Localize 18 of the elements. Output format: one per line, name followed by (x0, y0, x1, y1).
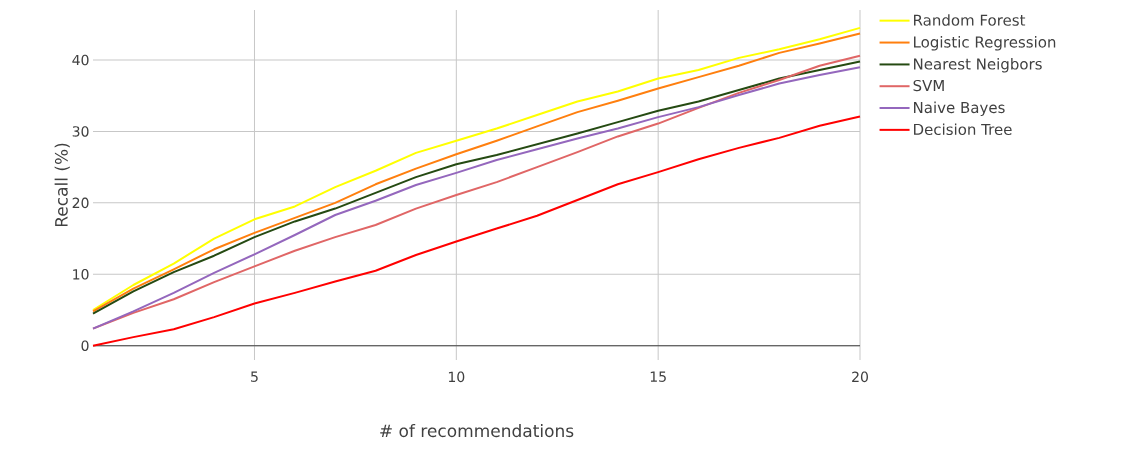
legend-label: Decision Tree (914, 123, 1012, 136)
x-tick-label: 5 (251, 371, 258, 382)
x-tick-label: 20 (852, 371, 868, 383)
x-tick-label: 10 (448, 371, 465, 383)
line-series (92, 115, 862, 347)
legend-label: Naive Bayes (914, 101, 1005, 117)
y-tick-label: 20 (72, 197, 89, 209)
x-axis-title: # of recommendations (380, 423, 574, 438)
legend-label: SVM (913, 79, 944, 92)
legend-label: Logistic Regression (914, 36, 1056, 51)
legend-label: Random Forest (914, 14, 1026, 26)
y-axis-title: Recall (%) (54, 143, 70, 227)
y-tick-label: 0 (81, 340, 89, 352)
legend-label: Nearest Neigbors (914, 58, 1042, 73)
y-tick-label: 30 (72, 126, 89, 137)
y-tick-label: 10 (73, 268, 89, 280)
y-tick-label: 40 (72, 54, 89, 66)
x-tick-label: 15 (650, 371, 666, 382)
